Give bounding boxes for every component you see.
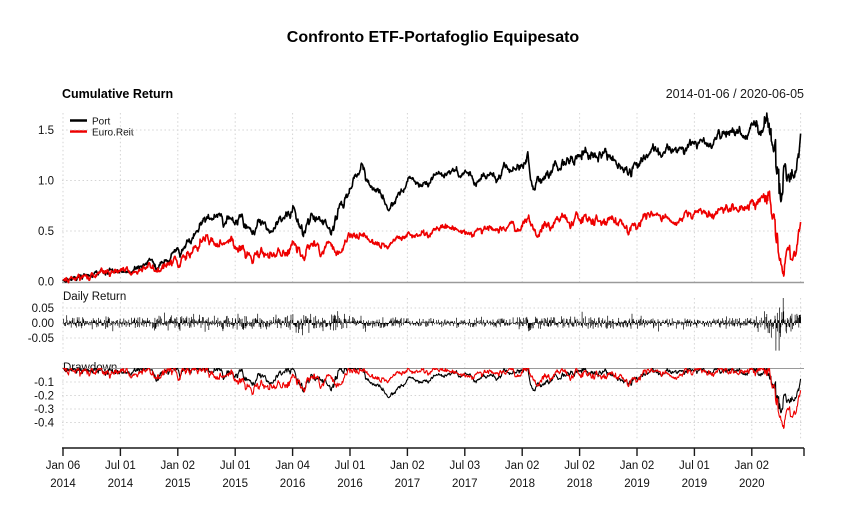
x-tick-label-line1-8: Jan 02 [505, 460, 540, 472]
y-label-cumulative-1.0: 1.0 [38, 176, 54, 188]
x-tick-label-line2-5: 2016 [337, 478, 363, 490]
panel-daily-return-label: Daily Return [63, 291, 126, 303]
y-label-cumulative-0.5: 0.5 [38, 226, 54, 238]
panel-cumulative-return-label: Cumulative Return [62, 87, 173, 101]
x-tick-label-line2-7: 2017 [452, 478, 478, 490]
y-label-drawdown--0.4: -0.4 [34, 418, 54, 430]
x-tick-label-line1-5: Jul 01 [335, 460, 366, 472]
x-tick-label-line1-4: Jan 04 [275, 460, 310, 472]
gridlines-layer [62, 113, 804, 440]
x-tick-label-line2-11: 2019 [682, 478, 708, 490]
x-tick-label-line2-1: 2014 [108, 478, 134, 490]
x-tick-label-line2-8: 2018 [509, 478, 535, 490]
drawdown-port-line [62, 367, 802, 414]
y-label-drawdown--0.2: -0.2 [34, 391, 54, 403]
x-tick-label-line1-6: Jan 02 [390, 460, 425, 472]
y-label-cumulative-0.0: 0.0 [38, 277, 54, 289]
x-tick-label-line2-2: 2015 [165, 478, 191, 490]
y-label-drawdown--0.3: -0.3 [34, 404, 54, 416]
x-tick-label-line1-10: Jan 02 [620, 460, 655, 472]
daily-return-bars [63, 298, 801, 351]
x-axis [62, 447, 805, 456]
axis-labels-layer: Jan 06 2014 Jul 01 2014 Jan 02 2015 Jul 01 2015… [28, 125, 769, 490]
x-tick-label-line2-0: 2014 [50, 478, 76, 490]
x-tick-label-line1-1: Jul 01 [105, 460, 136, 472]
y-label-daily-0.05: 0.05 [32, 303, 54, 315]
cumulative-return-port-line [62, 112, 802, 283]
drawdown-euro-reit-line [62, 367, 802, 429]
x-tick-label-line1-2: Jan 02 [161, 460, 196, 472]
x-tick-label-line1-11: Jul 01 [679, 460, 710, 472]
legend-label-euro-reit: Euro.Reit [92, 128, 134, 139]
y-label-daily--0.05: -0.05 [28, 333, 54, 345]
date-range-label: 2014-01-06 / 2020-06-05 [666, 87, 804, 101]
x-tick-label-line2-4: 2016 [280, 478, 306, 490]
x-tick-label-line1-12: Jan 02 [735, 460, 770, 472]
legend: Port Euro.Reit [70, 117, 134, 139]
y-label-daily-0.00: 0.00 [32, 318, 54, 330]
y-label-cumulative-1.5: 1.5 [38, 125, 54, 137]
x-tick-label-line2-12: 2020 [739, 478, 765, 490]
chart-title: Confronto ETF-Portafoglio Equipesato [287, 29, 580, 46]
x-tick-label-line2-6: 2017 [395, 478, 421, 490]
x-tick-label-line2-3: 2015 [222, 478, 248, 490]
legend-label-port: Port [92, 117, 111, 128]
x-tick-label-line2-9: 2018 [567, 478, 593, 490]
x-tick-label-line1-0: Jan 06 [46, 460, 81, 472]
x-tick-label-line1-7: Jul 03 [449, 460, 480, 472]
x-tick-label-line2-10: 2019 [624, 478, 650, 490]
series-layer [62, 112, 802, 429]
x-tick-label-line1-3: Jul 01 [220, 460, 251, 472]
x-tick-label-line1-9: Jul 02 [564, 460, 595, 472]
y-label-drawdown--0.1: -0.1 [34, 377, 54, 389]
cumulative-return-euro-reit-line [62, 190, 802, 284]
